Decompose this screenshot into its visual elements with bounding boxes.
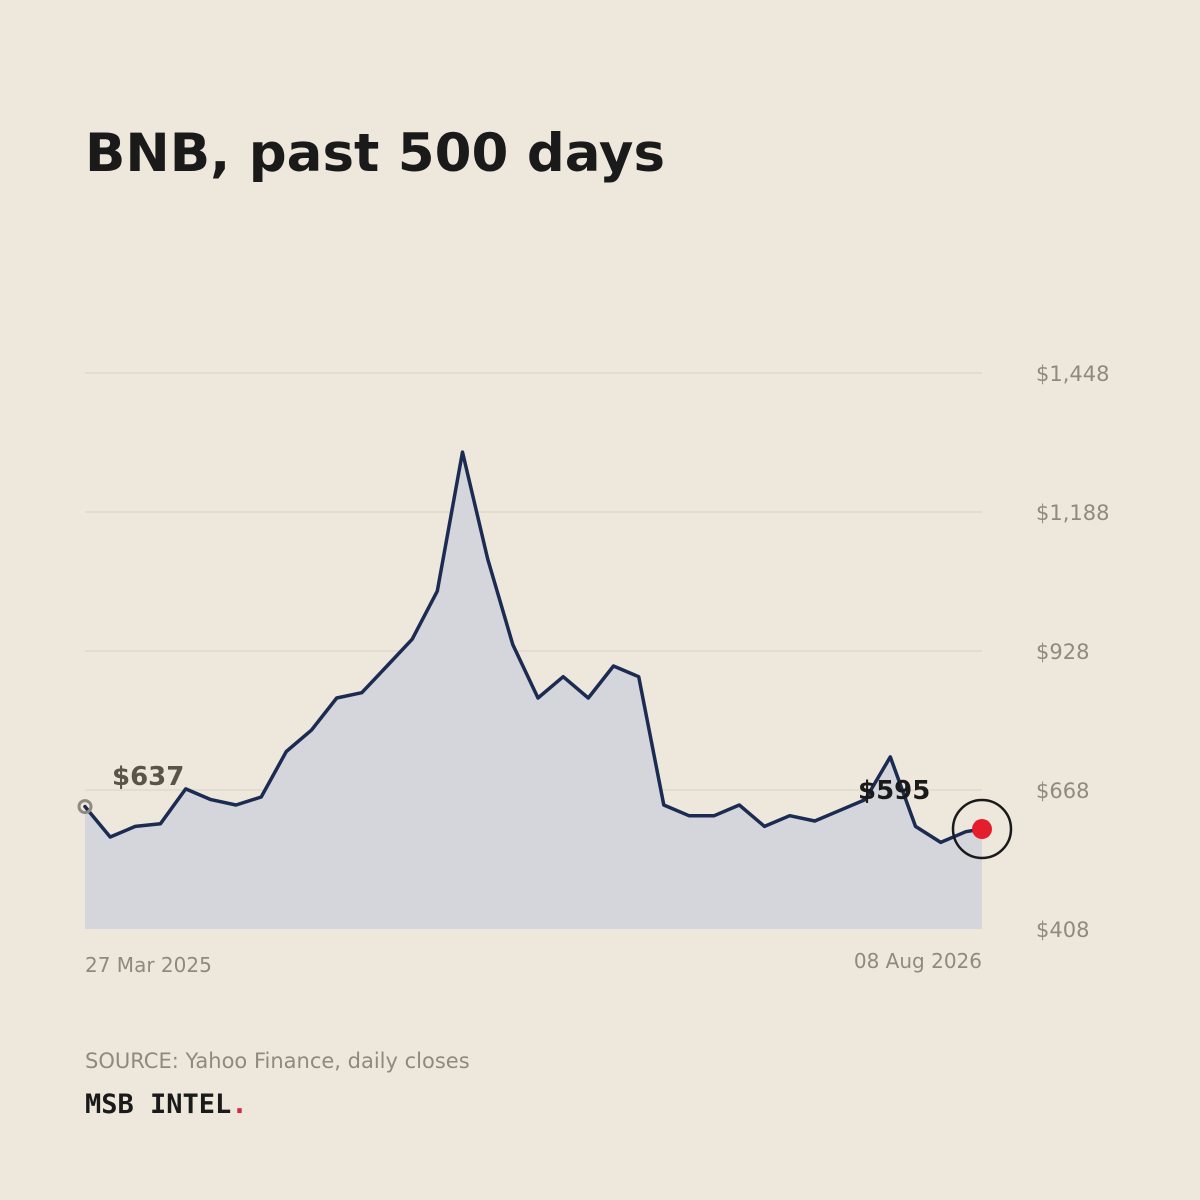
end-value-label: $595 <box>858 776 930 806</box>
last-point-ring <box>951 798 1013 860</box>
start-value-label: $637 <box>112 762 184 792</box>
y-tick-label: $668 <box>1036 779 1089 803</box>
x-start-label: 27 Mar 2025 <box>85 953 212 977</box>
price-line <box>83 450 984 845</box>
last-point-dot <box>972 819 992 840</box>
chart-title: BNB, past 500 days <box>85 123 666 184</box>
y-axis-ticks: $408 $668 $928 $1,188 $1,448 <box>1036 362 1109 942</box>
y-tick-label: $1,188 <box>1036 501 1109 525</box>
gridlines <box>85 372 982 791</box>
y-tick-label: $928 <box>1036 640 1089 664</box>
y-tick-label: $408 <box>1036 918 1089 942</box>
start-point-marker <box>77 799 93 815</box>
source-note: SOURCE: Yahoo Finance, daily closes <box>85 1049 470 1073</box>
brand-dot: . <box>231 1089 248 1120</box>
x-end-label: 08 Aug 2026 <box>854 949 982 973</box>
y-tick-label: $1,448 <box>1036 362 1109 386</box>
brand-name: MSB INTEL <box>85 1089 232 1120</box>
brand-logo: MSB INTEL. <box>85 1088 248 1122</box>
